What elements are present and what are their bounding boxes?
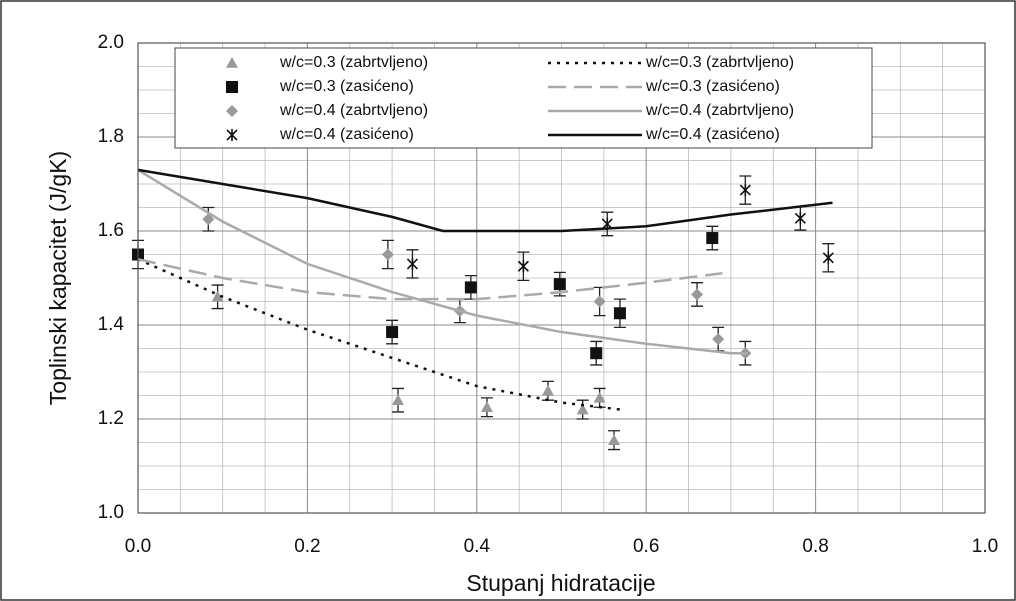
trend-line [137, 168, 833, 233]
marker-diamond [712, 333, 725, 346]
legend: w/c=0.3 (zabrtvljeno) w/c=0.3 (zasićeno) w… [174, 47, 873, 149]
legend-label: w/c=0.4 (zabrtvljeno) [645, 102, 794, 119]
marker-triangle [593, 391, 606, 403]
legend-label: w/c=0.4 (zabrtvljeno) [279, 102, 428, 119]
x-tick-label: 0.2 [294, 536, 320, 557]
marker-square [613, 307, 626, 320]
y-tick-label: 1.4 [98, 314, 125, 335]
x-tick-label: 0.8 [802, 536, 828, 557]
x-tick-label: 0.4 [464, 536, 491, 557]
marker-diamond [226, 105, 238, 117]
marker-square [553, 278, 566, 291]
marker-triangle [576, 403, 589, 415]
marker-diamond [202, 213, 215, 226]
marker-x [226, 129, 238, 141]
x-tick-label: 0.6 [633, 536, 659, 557]
marker-x [406, 257, 418, 270]
plot [132, 168, 835, 451]
legend-label: w/c=0.3 (zasićeno) [279, 78, 414, 95]
marker-triangle [480, 401, 493, 413]
marker-x [739, 184, 751, 197]
x-axis-label: Stupanj hidratacije [466, 570, 655, 596]
trend-line [137, 168, 748, 355]
marker-triangle [541, 384, 554, 396]
y-tick-label: 1.2 [98, 408, 124, 429]
marker-x [794, 212, 806, 225]
marker-x [822, 251, 834, 264]
legend-label: w/c=0.3 (zabrtvljeno) [279, 54, 428, 71]
marker-square [386, 326, 399, 339]
marker-triangle [226, 57, 238, 68]
y-tick-label: 1.8 [98, 126, 124, 147]
legend-label: w/c=0.4 (zasićeno) [645, 126, 780, 143]
marker-diamond [691, 288, 704, 301]
x-tick-label: 1.0 [972, 536, 998, 557]
marker-diamond [381, 248, 394, 261]
legend-box [174, 47, 873, 149]
marker-square [226, 81, 238, 93]
marker-square [464, 281, 477, 294]
marker-triangle [211, 290, 224, 302]
y-tick-label: 1.0 [98, 502, 124, 523]
y-axis-label: Toplinski kapacitet (J/gK) [45, 151, 71, 405]
marker-square [706, 232, 719, 245]
plot-border [137, 42, 986, 514]
y-tick-label: 1.6 [98, 220, 124, 241]
marker-triangle [392, 394, 405, 405]
marker-triangle [608, 434, 621, 445]
y-tick-label: 2.0 [98, 32, 124, 53]
trend-line [137, 257, 723, 301]
trend-line [137, 258, 621, 411]
marker-square [590, 347, 603, 360]
legend-label: w/c=0.4 (zasićeno) [279, 126, 414, 143]
marker-x [517, 260, 529, 273]
legend-label: w/c=0.3 (zasićeno) [645, 78, 780, 95]
legend-label: w/c=0.3 (zabrtvljeno) [645, 54, 794, 71]
x-tick-label: 0.0 [125, 536, 151, 557]
marker-diamond [593, 295, 606, 308]
